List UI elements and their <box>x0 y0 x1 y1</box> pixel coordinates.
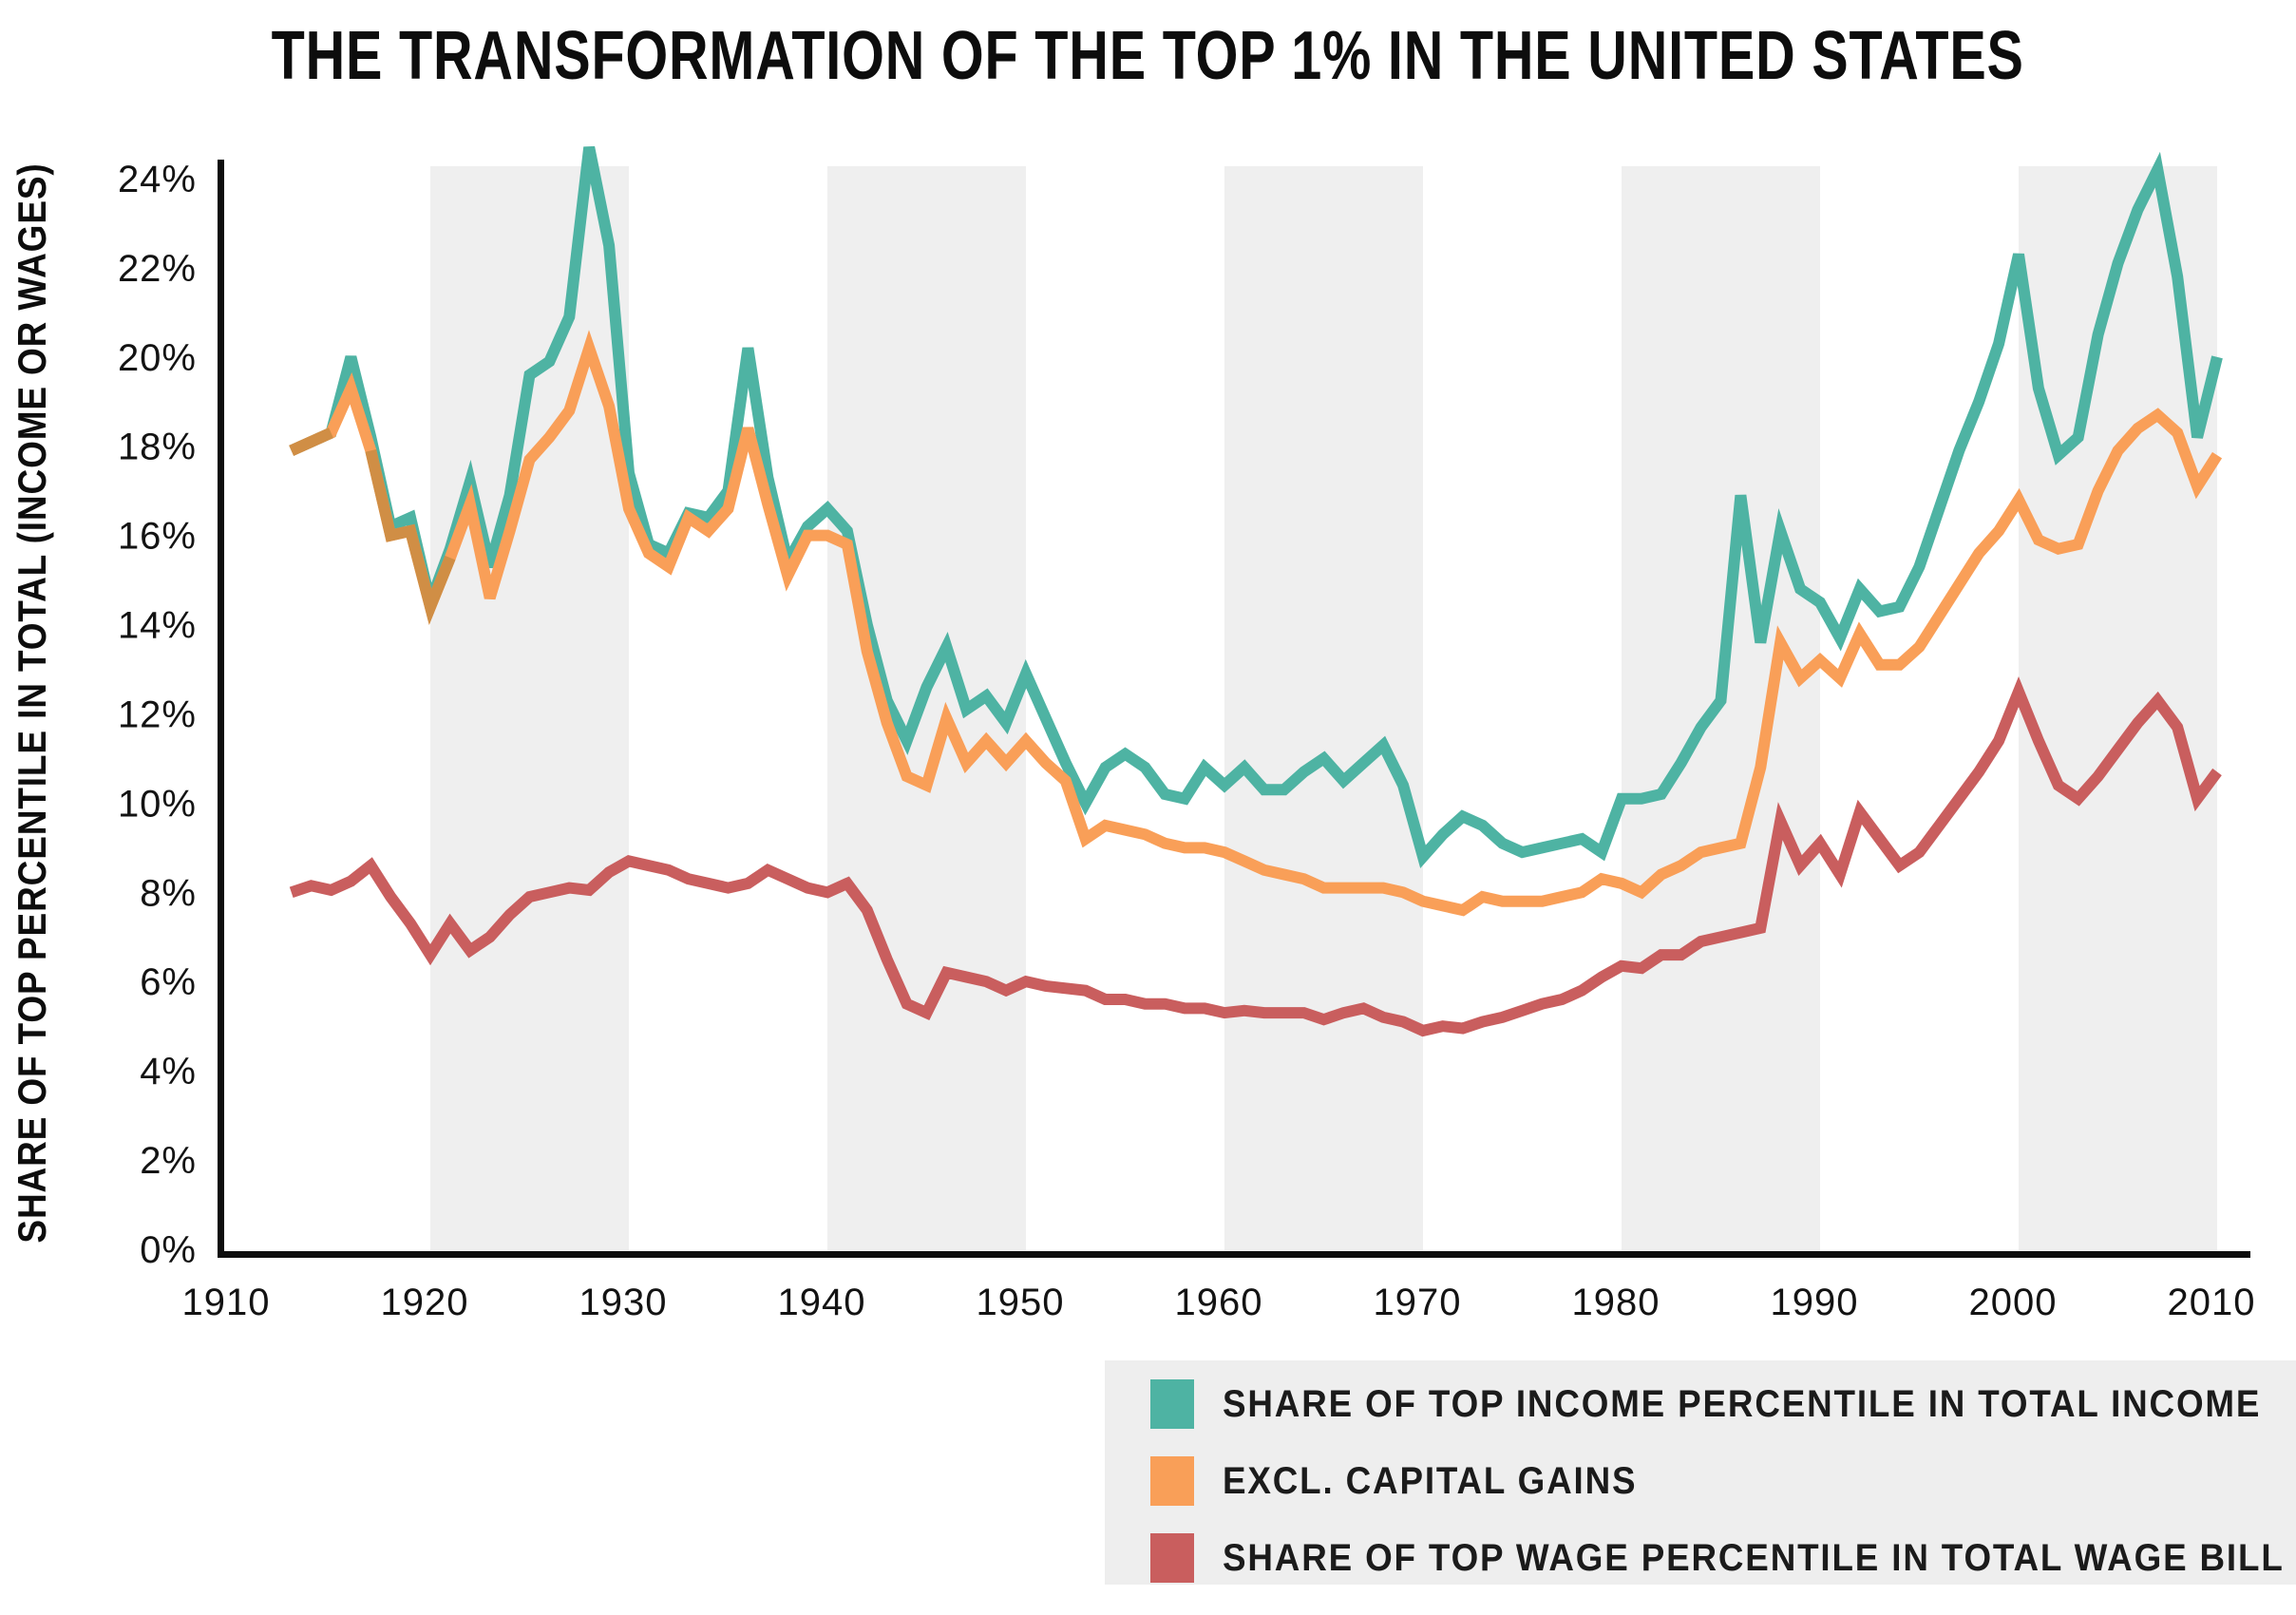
legend-swatch <box>1150 1533 1194 1583</box>
series-line-excl-capital-gains <box>289 330 2223 917</box>
page-title-text: THE TRANSFORMATION OF THE TOP 1% IN THE … <box>271 18 2025 94</box>
x-tick-label: 1920 <box>381 1282 469 1323</box>
y-tick-label: 16% <box>118 516 197 558</box>
x-axis-line <box>218 1251 2250 1258</box>
legend-label: SHARE OF TOP WAGE PERCENTILE IN TOTAL WA… <box>1223 1536 2285 1579</box>
series-line-top-wage <box>289 675 2222 1037</box>
y-tick-label: 12% <box>118 694 197 735</box>
legend-item: EXCL. CAPITAL GAINS <box>1150 1456 1673 1506</box>
x-tick-label: 1950 <box>977 1282 1065 1323</box>
y-tick-label: 4% <box>140 1051 197 1092</box>
x-tick-label: 1990 <box>1771 1282 1859 1323</box>
y-tick-label: 18% <box>118 427 197 468</box>
legend-item: SHARE OF TOP INCOME PERCENTILE IN TOTAL … <box>1150 1379 2296 1429</box>
y-tick-label: 10% <box>118 783 197 825</box>
y-tick-label: 0% <box>140 1229 197 1271</box>
y-tick-label: 22% <box>118 248 197 290</box>
y-tick-label: 2% <box>140 1140 197 1182</box>
legend-label: EXCL. CAPITAL GAINS <box>1223 1459 1638 1502</box>
legend-label: SHARE OF TOP INCOME PERCENTILE IN TOTAL … <box>1223 1382 2262 1425</box>
y-tick-label: 20% <box>118 337 197 379</box>
legend-swatch <box>1150 1456 1194 1506</box>
series-line-top-income <box>289 145 2223 869</box>
legend: SHARE OF TOP INCOME PERCENTILE IN TOTAL … <box>1105 1360 2296 1585</box>
y-axis-line <box>218 160 224 1258</box>
x-tick-label: 1980 <box>1572 1282 1660 1323</box>
y-tick-label: 8% <box>140 872 197 914</box>
x-tick-label: 2000 <box>1969 1282 2058 1323</box>
legend-swatch <box>1150 1379 1194 1429</box>
x-tick-label: 1960 <box>1175 1282 1263 1323</box>
x-tick-label: 1970 <box>1374 1282 1462 1323</box>
x-tick-label: 2010 <box>2168 1282 2256 1323</box>
decade-band <box>1224 166 1423 1251</box>
page-title: THE TRANSFORMATION OF THE TOP 1% IN THE … <box>0 17 2296 95</box>
merged-line-overlay <box>289 428 333 456</box>
decade-band <box>430 166 629 1251</box>
x-tick-label: 1910 <box>182 1282 271 1323</box>
merged-line-overlay <box>365 449 456 625</box>
y-tick-label: 6% <box>140 961 197 1003</box>
y-tick-label: 24% <box>118 159 197 200</box>
x-tick-label: 1940 <box>778 1282 866 1323</box>
legend-item: SHARE OF TOP WAGE PERCENTILE IN TOTAL WA… <box>1150 1533 2296 1583</box>
x-tick-label: 1930 <box>579 1282 668 1323</box>
y-tick-label: 14% <box>118 605 197 647</box>
